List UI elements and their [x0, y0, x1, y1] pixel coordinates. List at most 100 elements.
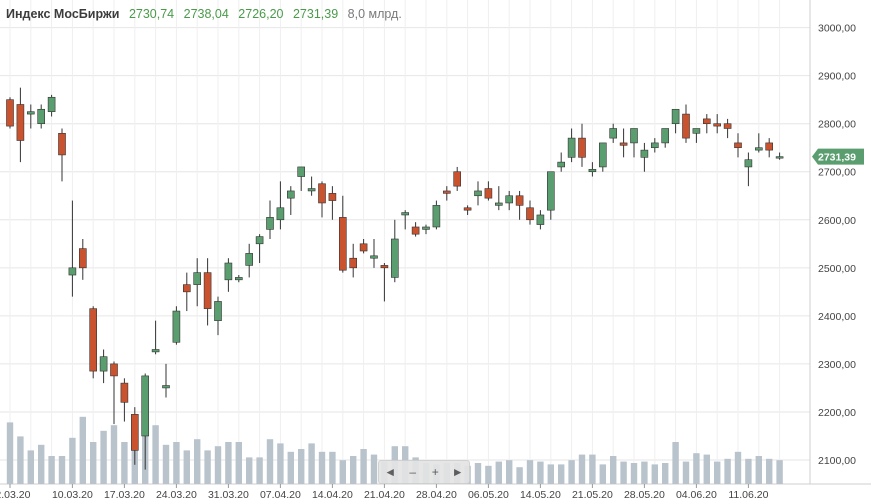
candle	[359, 238, 368, 254]
volume-bar	[194, 439, 201, 484]
volume-bar	[662, 463, 669, 484]
x-tick-label: 06.05.20	[468, 489, 509, 501]
volume-value: 8,0 млрд.	[347, 7, 402, 21]
candle-body	[526, 207, 534, 221]
zoom-out-button[interactable]: –	[409, 465, 417, 479]
candle-body	[58, 132, 66, 156]
candle-body	[193, 272, 201, 285]
candle	[255, 234, 264, 264]
candle	[442, 186, 451, 201]
candle	[546, 171, 555, 220]
volume-bar	[360, 449, 367, 484]
price-axis: 3000,00 2900,00 2800,00 2700,00 2600,00 2500,…	[818, 23, 856, 467]
scroll-right-button[interactable]: ►	[451, 465, 464, 479]
candle-body	[6, 99, 14, 127]
candle-body	[713, 123, 722, 127]
candle-body	[765, 142, 774, 151]
candles	[6, 87, 784, 470]
candle	[432, 200, 441, 230]
last-price-badge-shape	[812, 148, 864, 165]
volume-bar	[17, 436, 24, 484]
candle-body	[432, 205, 441, 228]
volume-bar	[745, 458, 752, 484]
candle-body	[744, 159, 753, 168]
candle-body	[266, 217, 274, 230]
close-value: 2731,39	[292, 7, 339, 21]
volume-bar	[370, 454, 378, 484]
volume-bar	[152, 425, 159, 484]
volume-bar	[506, 460, 513, 484]
volume-bar	[682, 461, 690, 484]
candle	[744, 152, 753, 187]
candle-body	[619, 142, 628, 146]
candle-body	[151, 349, 160, 353]
candle-body	[131, 414, 139, 451]
candle	[193, 258, 201, 307]
volume-bar	[214, 446, 222, 484]
volume-bar	[183, 450, 190, 484]
candle-body	[79, 248, 87, 269]
candle	[463, 205, 472, 215]
candle	[734, 133, 742, 158]
candle	[120, 378, 129, 422]
y-tick-label: 2700,00	[818, 167, 856, 179]
candle-body	[588, 169, 597, 173]
candle	[671, 108, 680, 134]
x-tick-label: 14.05.20	[520, 489, 561, 501]
y-tick-label: 2300,00	[818, 359, 856, 371]
candle	[567, 128, 576, 163]
candle	[390, 219, 399, 283]
volume-bar	[776, 460, 783, 484]
low-value: 2726,20	[238, 7, 284, 21]
candle	[609, 123, 618, 143]
candle-body	[203, 272, 212, 309]
candle	[754, 133, 763, 153]
candle-body	[411, 226, 420, 235]
candle-body	[484, 188, 493, 199]
candle	[47, 94, 56, 117]
candle-body	[754, 147, 763, 151]
candle-body	[276, 207, 285, 221]
candle	[6, 97, 14, 129]
volume-bar	[651, 464, 658, 484]
volume-bar	[235, 442, 242, 484]
last-price-label: 2731,39	[818, 152, 856, 164]
candle	[619, 128, 628, 158]
candle	[453, 166, 462, 191]
volume-bars	[6, 416, 783, 484]
candle-body	[661, 128, 670, 144]
candle-body	[578, 137, 586, 158]
volume-bar	[516, 467, 523, 484]
volume-bar	[526, 460, 534, 484]
candle	[286, 186, 295, 215]
candle-body	[255, 236, 264, 245]
volume-bar	[693, 453, 700, 484]
candle	[682, 104, 690, 143]
candle	[713, 114, 722, 134]
candle	[266, 200, 274, 239]
volume-bar	[256, 457, 263, 484]
candle	[318, 181, 326, 218]
candle-body	[442, 190, 451, 194]
volume-bar	[755, 456, 762, 484]
candle-body	[172, 310, 181, 343]
candle	[661, 128, 670, 148]
candle-body	[26, 111, 35, 115]
x-tick-label: 28.05.20	[624, 489, 665, 501]
x-tick-label: 02.03.20	[0, 489, 31, 501]
volume-bar	[225, 442, 232, 484]
candle	[172, 306, 181, 345]
volume-bar	[578, 454, 586, 484]
volume-bar	[589, 454, 596, 484]
candle-body	[307, 188, 316, 192]
candle	[692, 128, 701, 143]
volume-bar	[204, 450, 211, 484]
candle	[203, 258, 212, 326]
candle	[235, 275, 243, 283]
candle-body	[141, 375, 149, 437]
scroll-left-button[interactable]: ◄	[384, 465, 397, 479]
candle-body	[650, 142, 659, 149]
candle-body	[775, 156, 784, 159]
zoom-in-button[interactable]: +	[431, 465, 439, 479]
candle-body	[692, 128, 701, 134]
